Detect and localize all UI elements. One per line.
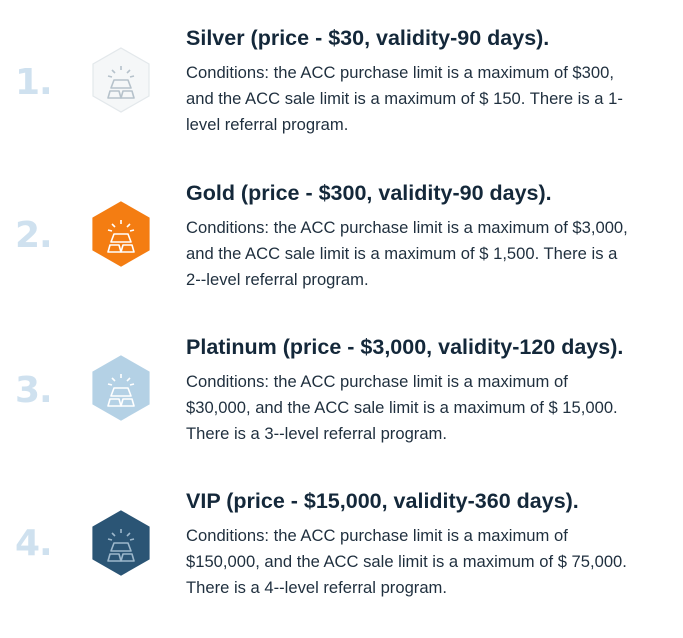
plan-description: Conditions: the ACC purchase limit is a …: [186, 523, 666, 601]
plan-title: VIP (price - $15,000, validity-360 days)…: [186, 489, 579, 513]
description-line: $30,000, and the ACC sale limit is a max…: [186, 398, 618, 417]
gold-bars-icon: [92, 201, 150, 267]
plan-description: Conditions: the ACC purchase limit is a …: [186, 369, 666, 447]
plan-title: Silver (price - $30, validity-90 days).: [186, 26, 550, 50]
plan-number: 3.: [15, 370, 53, 411]
plan-silver: 1. Silver (price - $30, validity-90 days…: [0, 25, 683, 175]
platinum-badge: [91, 355, 151, 421]
silver-badge: [91, 47, 151, 113]
description-line: There is a 3--level referral program.: [186, 424, 447, 443]
description-line: Conditions: the ACC purchase limit is a …: [186, 526, 568, 545]
plan-gold: 2. Gold (price - $300, validity-90 days)…: [0, 180, 683, 330]
description-line: Conditions: the ACC purchase limit is a …: [186, 218, 628, 237]
description-line: $150,000, and the ACC sale limit is a ma…: [186, 552, 627, 571]
gold-badge: [91, 201, 151, 267]
description-line: level referral program.: [186, 115, 349, 134]
description-line: and the ACC sale limit is a maximum of $…: [186, 244, 618, 263]
gold-bars-icon: [92, 355, 150, 421]
plan-description: Conditions: the ACC purchase limit is a …: [186, 215, 666, 293]
description-line: 2--level referral program.: [186, 270, 369, 289]
gold-bars-icon: [92, 510, 150, 576]
description-line: There is a 4--level referral program.: [186, 578, 447, 597]
gold-bars-icon: [92, 47, 150, 113]
plan-platinum: 3. Platinum (price - $3,000, validity-12…: [0, 334, 683, 484]
plan-number: 4.: [15, 523, 53, 564]
description-line: Conditions: the ACC purchase limit is a …: [186, 372, 568, 391]
description-line: Conditions: the ACC purchase limit is a …: [186, 63, 614, 82]
plan-number: 2.: [15, 215, 53, 256]
plan-title: Platinum (price - $3,000, validity-120 d…: [186, 335, 624, 359]
plan-description: Conditions: the ACC purchase limit is a …: [186, 60, 666, 138]
vip-badge: [91, 510, 151, 576]
plan-number: 1.: [15, 62, 53, 103]
plan-vip: 4. VIP (price - $15,000, validity-360 da…: [0, 488, 683, 638]
plan-title: Gold (price - $300, validity-90 days).: [186, 181, 552, 205]
description-line: and the ACC sale limit is a maximum of $…: [186, 89, 623, 108]
